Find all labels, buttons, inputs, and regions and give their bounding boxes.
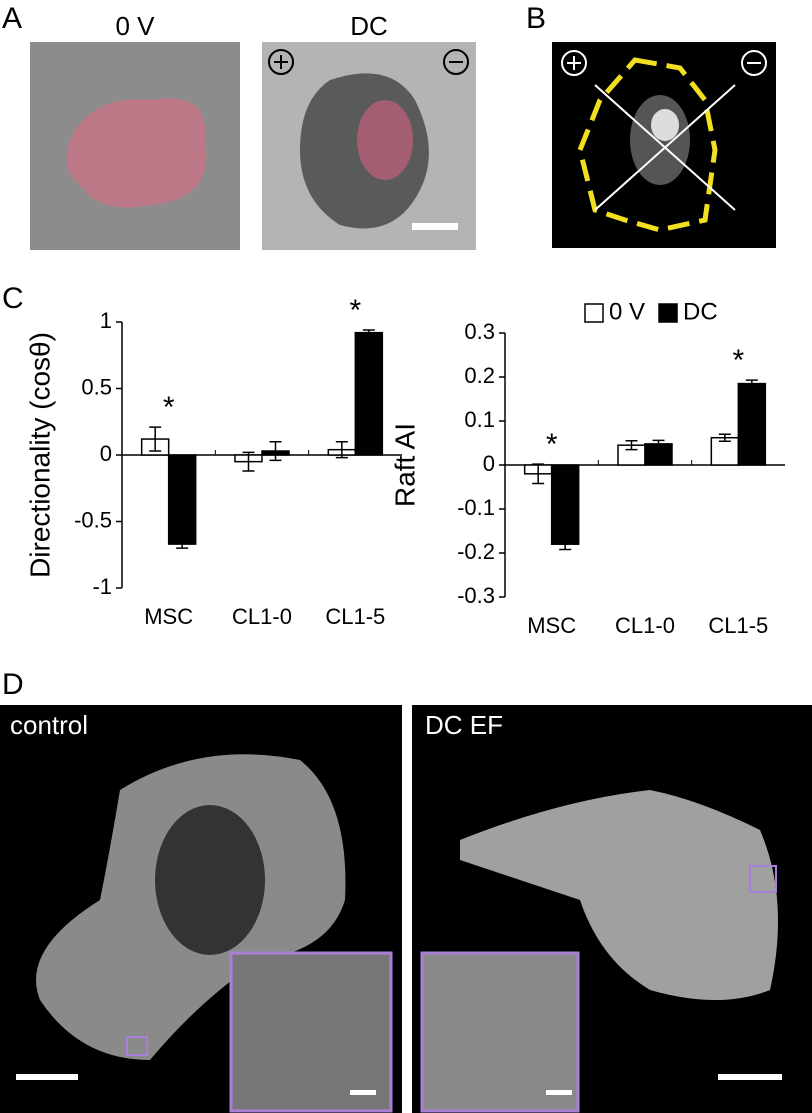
- x-tick-label: MSC: [144, 604, 193, 629]
- legend-label: DC: [683, 298, 718, 325]
- y-tick-label: 0.3: [464, 319, 495, 344]
- y-tick-label: -0.1: [457, 495, 495, 520]
- error-bar: [149, 426, 162, 452]
- glow: [651, 109, 679, 141]
- annotation: *: [546, 428, 558, 461]
- panel-label: C: [2, 282, 24, 315]
- panel-label: A: [2, 2, 22, 35]
- cell: [66, 98, 207, 208]
- x-tick-label: CL1-0: [615, 613, 675, 638]
- scale-bar: [718, 1074, 782, 1080]
- bar: [167, 454, 197, 545]
- x-tick-label: MSC: [527, 613, 576, 638]
- x-tick-label: CL1-5: [708, 613, 768, 638]
- plus-sign: [274, 55, 288, 69]
- error-bar: [269, 440, 282, 462]
- scale-bar: [412, 223, 458, 230]
- error-bar: [362, 329, 375, 337]
- error-bar: [335, 440, 348, 459]
- image-label: DC: [350, 11, 388, 41]
- annotation: *: [732, 344, 744, 377]
- bar: [737, 382, 767, 466]
- y-tick-label: 0.2: [464, 363, 495, 388]
- error-bar: [242, 451, 255, 472]
- y-axis-label: Directionality (cosθ): [24, 332, 55, 578]
- y-tick-label: 1: [100, 308, 112, 333]
- plus-sign: [268, 49, 294, 75]
- y-tick-label: -0.2: [457, 539, 495, 564]
- roi-box: [749, 865, 777, 893]
- scale-bar: [546, 1090, 572, 1095]
- y-tick-label: -1: [92, 574, 112, 599]
- roi-box: [126, 1036, 148, 1056]
- nucleus: [155, 805, 265, 955]
- error-bar: [718, 433, 731, 442]
- outline: [577, 57, 718, 233]
- x-tick-label: CL1-0: [232, 604, 292, 629]
- x-tick-label: CL1-5: [325, 604, 385, 629]
- plus-sign: [567, 56, 581, 70]
- axes-cross: [594, 84, 736, 211]
- bar: [550, 464, 580, 545]
- panel-label: D: [2, 668, 24, 701]
- legend-swatch: [584, 303, 604, 323]
- error-bar: [532, 463, 545, 485]
- error-bar: [625, 440, 638, 451]
- y-tick-label: 0.5: [81, 374, 112, 399]
- minus-sign: [741, 50, 767, 76]
- y-axis-label: Raft AI: [389, 423, 420, 507]
- annotation: *: [349, 294, 361, 327]
- error-bar: [745, 379, 758, 388]
- legend-label: 0 V: [609, 298, 645, 325]
- plus-sign: [561, 50, 587, 76]
- annotation: *: [163, 391, 175, 424]
- image-label: DC EF: [425, 710, 503, 740]
- inset: [229, 951, 393, 1113]
- scale-bar: [16, 1074, 78, 1080]
- error-bar: [176, 539, 189, 549]
- image-label: 0 V: [115, 11, 155, 41]
- stain: [357, 100, 413, 180]
- image-label: control: [10, 710, 88, 740]
- error-bar: [652, 439, 665, 449]
- minus-sign: [443, 49, 469, 75]
- y-tick-label: -0.5: [74, 507, 112, 532]
- inset: [420, 951, 580, 1113]
- cell: [460, 790, 778, 1000]
- y-tick-label: 0: [483, 451, 495, 476]
- scale-bar: [350, 1090, 376, 1095]
- y-tick-label: 0: [100, 441, 112, 466]
- y-tick-label: -0.3: [457, 583, 495, 608]
- bar: [354, 331, 384, 456]
- bar: [710, 436, 740, 466]
- y-tick-label: 0.1: [464, 407, 495, 432]
- panel-label: B: [526, 2, 546, 35]
- error-bar: [559, 538, 572, 551]
- legend-swatch: [658, 303, 678, 323]
